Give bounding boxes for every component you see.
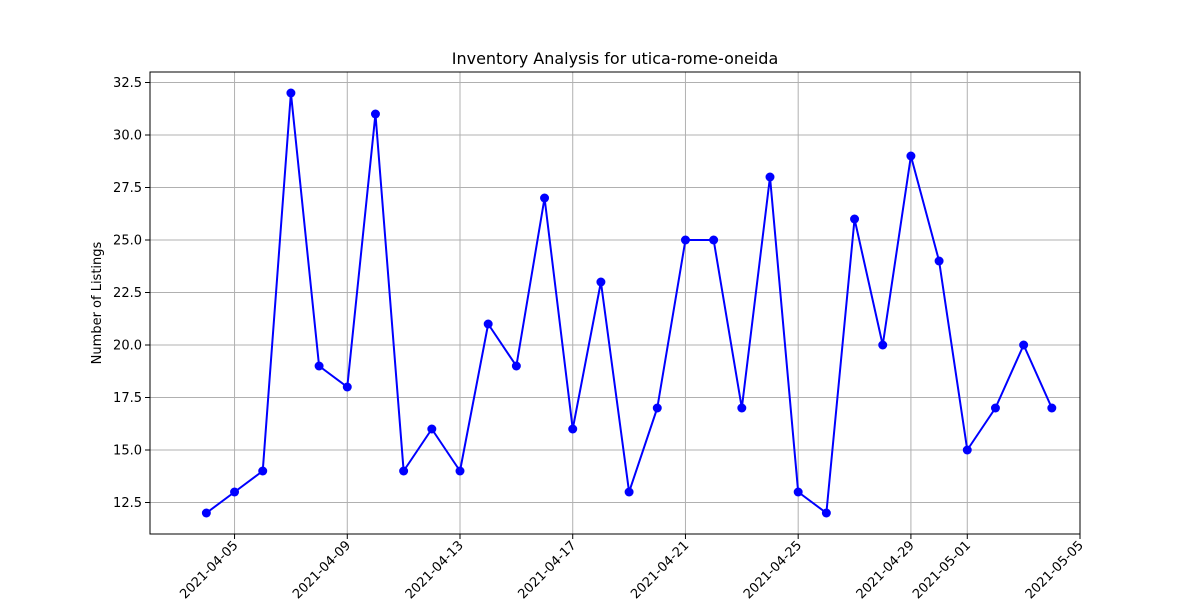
data-point [934,256,944,266]
x-tick-label: 2021-04-05 [177,538,241,600]
data-point [906,151,916,161]
x-tick-label: 2021-05-05 [1023,538,1087,600]
y-axis-label: Number of Listings [90,241,105,364]
data-point [1019,340,1029,350]
data-point [596,277,606,287]
grid-lines [150,72,1081,534]
data-point [370,109,380,119]
data-point [962,445,972,455]
data-point [793,487,803,497]
x-tick-label: 2021-04-29 [854,538,918,600]
y-tick-label: 20.0 [113,339,142,354]
y-axis-ticks: 12.5 15.0 17.5 20.0 22.5 25.0 27.5 30.0 32.5 [113,76,150,511]
y-tick-label: 30.0 [113,129,142,144]
y-tick-label: 15.0 [113,444,142,459]
y-tick-label: 12.5 [113,496,142,511]
y-tick-label: 22.5 [113,286,142,301]
data-point [342,382,352,392]
data-point [1047,403,1057,413]
data-point [314,361,324,371]
data-point [286,88,296,98]
data-point [399,466,409,476]
y-tick-label: 32.5 [113,76,142,91]
y-tick-label: 27.5 [113,181,142,196]
data-point [230,487,240,497]
data-point [483,319,493,329]
y-tick-label: 17.5 [113,391,142,406]
data-point [624,487,634,497]
x-tick-label: 2021-04-21 [628,538,692,600]
x-tick-label: 2021-05-01 [910,538,974,600]
data-point [680,235,690,245]
x-tick-label: 2021-04-09 [290,538,354,600]
data-point [540,193,550,203]
plot-frame [149,71,1081,535]
chart-title: Inventory Analysis for utica-rome-oneida [452,49,779,68]
data-point [258,466,268,476]
data-point [765,172,775,182]
x-axis-ticks: 2021-04-05 2021-04-09 2021-04-13 2021-04-17… [177,534,1087,600]
data-point [455,466,465,476]
data-point [821,508,831,518]
data-point [990,403,1000,413]
data-point [737,403,747,413]
data-points [201,88,1057,518]
data-point [511,361,521,371]
x-tick-label: 2021-04-13 [403,538,467,600]
x-tick-label: 2021-04-17 [516,538,580,600]
data-point [850,214,860,224]
data-point [427,424,437,434]
data-point [568,424,578,434]
y-tick-label: 25.0 [113,234,142,249]
data-point [709,235,719,245]
data-point [878,340,888,350]
data-point [201,508,211,518]
x-tick-label: 2021-04-25 [741,538,805,600]
data-point [652,403,662,413]
